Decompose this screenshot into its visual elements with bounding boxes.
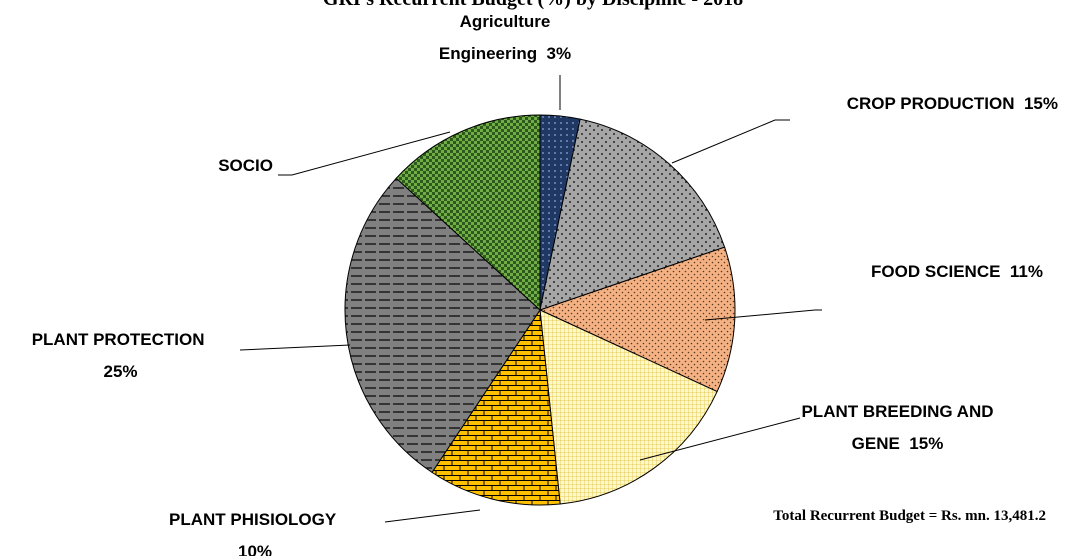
- value-label: 15%: [1023, 94, 1058, 113]
- value-label: 15%: [909, 434, 944, 453]
- category-name: PLANT PROTECTION: [31, 330, 205, 349]
- value-label: 11%: [1009, 262, 1043, 281]
- chart-title: GRI's Recurrent Budget (%) by Discipline…: [0, 0, 1066, 11]
- value-label: 10%: [237, 542, 273, 556]
- slice-label: SOCIO: [150, 150, 273, 182]
- leader-line: [671, 119, 790, 164]
- pie-slice: [539, 309, 718, 505]
- pie-slice: [539, 118, 726, 311]
- leader-line: [278, 131, 451, 176]
- value-label: 3%: [546, 44, 572, 63]
- pie-slice: [431, 308, 561, 506]
- leader-line: [384, 509, 481, 523]
- footnote: Total Recurrent Budget = Rs. mn. 13,481.…: [773, 508, 1046, 524]
- slice-label: CROP PRODUCTION 15%: [770, 88, 1058, 120]
- slice-label: PLANT BREEDING AND GENE 15%: [800, 396, 995, 460]
- slice-label: Agriculture Engineering 3%: [425, 6, 585, 70]
- slice-label: PLANT PROTECTION 25%: [8, 324, 233, 388]
- slice-label: FOOD SCIENCE 11%: [780, 256, 1043, 288]
- category-name: FOOD SCIENCE: [871, 262, 1001, 281]
- category-name: Agriculture Engineering: [438, 12, 551, 63]
- leader-line: [639, 417, 801, 461]
- category-name: PLANT BREEDING AND GENE: [801, 402, 994, 453]
- pie-slice: [395, 114, 541, 312]
- pie-slice: [538, 246, 736, 393]
- leader-line: [704, 309, 822, 321]
- pie-slice: [344, 177, 541, 474]
- category-name: SOCIO: [218, 156, 273, 175]
- category-name: CROP PRODUCTION: [846, 94, 1015, 113]
- value-label: 25%: [103, 362, 138, 381]
- category-name: PLANT PHISIOLOGY: [169, 510, 337, 529]
- leader-line: [239, 344, 351, 351]
- slice-label: PLANT PHISIOLOGY 10%: [125, 504, 385, 556]
